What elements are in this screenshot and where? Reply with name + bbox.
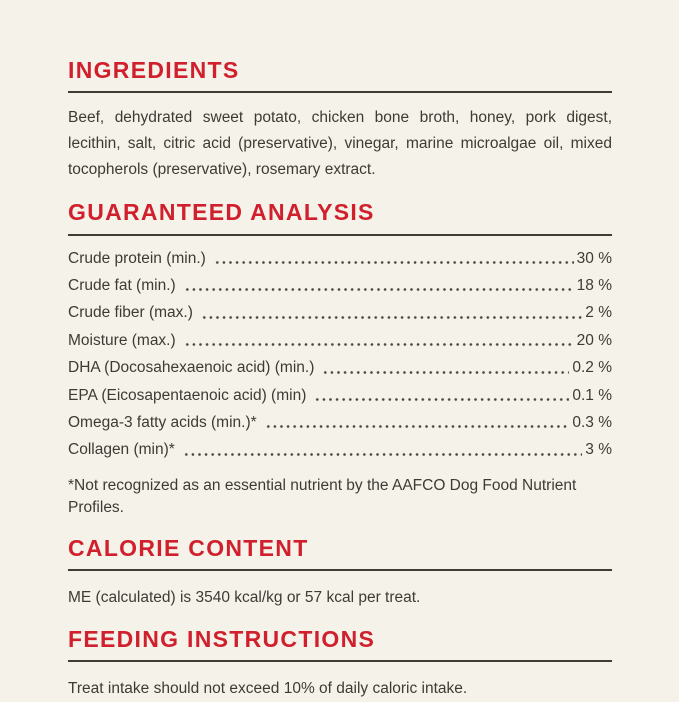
guaranteed-analysis-heading: GUARANTEED ANALYSIS	[68, 199, 375, 226]
dotted-leader	[322, 354, 570, 382]
ingredients-text: Beef, dehydrated sweet potato, chicken b…	[68, 109, 612, 179]
analysis-row-label: Omega-3 fatty acids (min.)*	[68, 413, 257, 431]
ingredients-section: INGREDIENTS Beef, dehydrated sweet potat…	[68, 57, 612, 183]
analysis-row-moisture: Moisture (max.) 20 %	[68, 326, 612, 355]
analysis-row-crude-protein: Crude protein (min.) 30 %	[68, 244, 612, 272]
analysis-row-label: Crude protein (min.)	[68, 249, 206, 267]
dotted-leader	[213, 244, 574, 272]
aafco-footnote: *Not recognized as an essential nutrient…	[68, 476, 577, 516]
analysis-row-value: 0.3 %	[572, 413, 612, 431]
analysis-row-value: 20 %	[576, 331, 612, 349]
dotted-leader	[314, 381, 570, 409]
analysis-row-value: 30 %	[576, 249, 612, 267]
dotted-leader	[183, 326, 574, 355]
analysis-row-label: Collagen (min)*	[68, 441, 175, 459]
section-divider	[68, 660, 612, 663]
calorie-content-section: CALORIE CONTENT ME (calculated) is 3540 …	[68, 534, 612, 611]
dotted-leader	[200, 299, 583, 327]
feeding-instructions-heading: FEEDING INSTRUCTIONS	[68, 626, 376, 653]
analysis-row-crude-fiber: Crude fiber (max.) 2 %	[68, 299, 612, 327]
analysis-row-value: 3 %	[585, 441, 612, 459]
analysis-row-label: Moisture (max.)	[68, 331, 176, 349]
analysis-row-crude-fat: Crude fat (min.) 18 %	[68, 271, 612, 300]
analysis-row-value: 0.2 %	[572, 359, 612, 377]
feeding-instructions-text: Treat intake should not exceed 10% of da…	[68, 680, 468, 698]
dotted-leader	[182, 436, 583, 464]
analysis-row-omega3: Omega-3 fatty acids (min.)* 0.3 %	[68, 408, 612, 437]
section-divider	[68, 91, 612, 94]
calorie-content-heading: CALORIE CONTENT	[68, 534, 309, 561]
dotted-leader	[264, 408, 570, 437]
analysis-row-label: Crude fiber (max.)	[68, 304, 193, 322]
analysis-row-value: 18 %	[576, 276, 612, 294]
analysis-row-collagen: Collagen (min)* 3 %	[68, 436, 612, 464]
analysis-row-value: 2 %	[585, 304, 612, 322]
analysis-row-dha: DHA (Docosahexaenoic acid) (min.) 0.2 %	[68, 354, 612, 382]
analysis-row-epa: EPA (Eicosapentaenoic acid) (min) 0.1 %	[68, 381, 612, 409]
analysis-table: Crude protein (min.) 30 % Crude fat (min…	[68, 244, 612, 464]
analysis-row-label: Crude fat (min.)	[68, 276, 176, 294]
analysis-row-label: DHA (Docosahexaenoic acid) (min.)	[68, 359, 315, 377]
dotted-leader	[183, 271, 574, 300]
guaranteed-analysis-section: GUARANTEED ANALYSIS Crude protein (min.)…	[68, 199, 612, 518]
section-divider	[68, 569, 612, 572]
calorie-content-text: ME (calculated) is 3540 kcal/kg or 57 kc…	[68, 589, 421, 607]
pet-food-label: INGREDIENTS Beef, dehydrated sweet potat…	[68, 57, 612, 697]
feeding-instructions-section: FEEDING INSTRUCTIONS Treat intake should…	[68, 626, 612, 702]
analysis-row-label: EPA (Eicosapentaenoic acid) (min)	[68, 386, 307, 404]
section-divider	[68, 233, 612, 236]
ingredients-heading: INGREDIENTS	[68, 57, 240, 83]
analysis-row-value: 0.1 %	[572, 386, 612, 404]
